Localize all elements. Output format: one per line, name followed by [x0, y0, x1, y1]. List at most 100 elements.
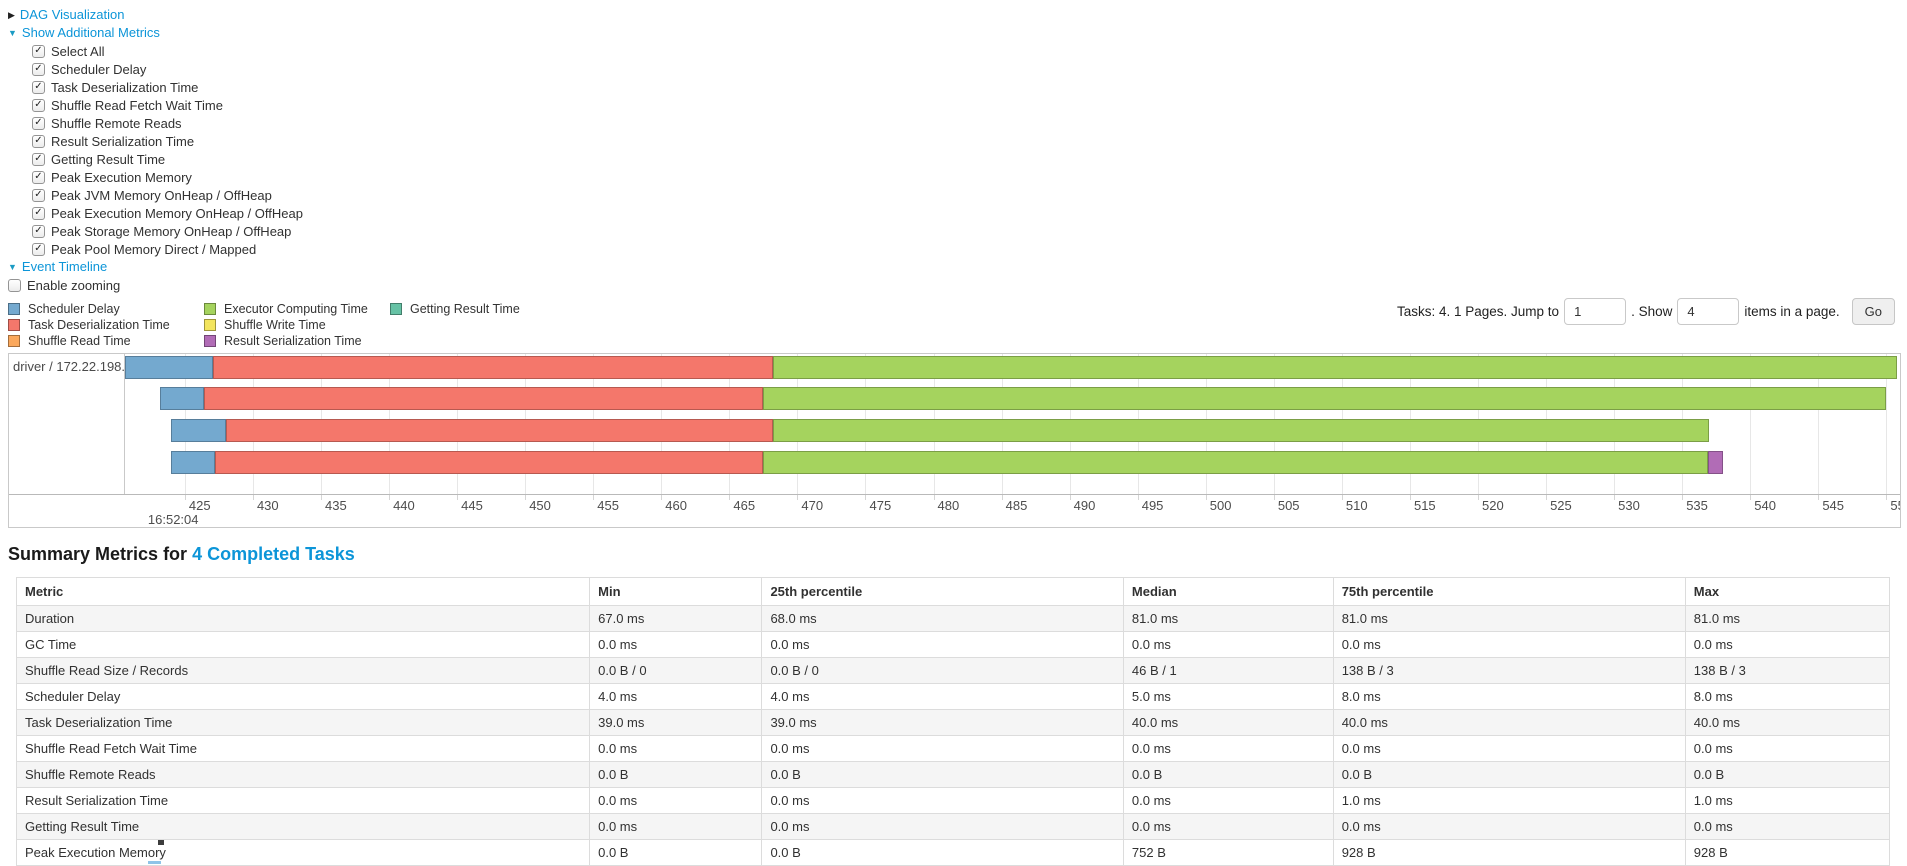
metric-checkbox-item: Shuffle Remote Reads [32, 114, 1907, 132]
metric-checkbox[interactable] [32, 242, 45, 256]
metric-name-cell: Task Deserialization Time [15, 709, 591, 736]
summary-table-header: Metric Min 25th percentile Median 75th perce… [15, 577, 1891, 606]
legend-label: Result Serialization Time [224, 333, 362, 348]
metric-value-cell: 8.0 ms [1332, 683, 1686, 710]
task-bar-segment-task_deserialization[interactable] [214, 451, 764, 474]
axis-start-time-label: 16:52:04 [147, 512, 199, 527]
legend-item-task_deserialization: Task Deserialization Time [8, 317, 204, 332]
metric-checkbox-item: Peak JVM Memory OnHeap / OffHeap [32, 186, 1907, 204]
metric-name-cell: Getting Result Time [15, 813, 591, 840]
go-button[interactable]: Go [1851, 298, 1895, 325]
expanded-arrow-icon: ▼ [8, 262, 17, 272]
show-additional-metrics-toggle[interactable]: ▼ Show Additional Metrics [8, 24, 1907, 42]
metric-checkbox[interactable] [32, 62, 45, 76]
table-row: Result Serialization Time 0.0 ms 0.0 ms 0.0… [15, 787, 1891, 814]
task-bar-segment-scheduler_delay[interactable] [171, 451, 215, 474]
task-bar-segment-executor_computing[interactable] [763, 451, 1709, 474]
metric-value-cell: 81.0 ms [1684, 605, 1891, 632]
dag-visualization-toggle[interactable]: ▶ DAG Visualization [8, 6, 1907, 24]
axis-tick [797, 495, 799, 500]
task-bar-segment-scheduler_delay[interactable] [171, 419, 226, 442]
axis-tick-label: 535 [1686, 498, 1708, 513]
metric-checkbox[interactable] [32, 152, 45, 166]
legend-item-executor_computing: Executor Computing Time [204, 301, 390, 316]
getting_result-swatch-icon [390, 302, 402, 315]
task-bar-segment-task_deserialization[interactable] [225, 419, 773, 442]
show-additional-metrics-label: Show Additional Metrics [21, 25, 160, 40]
axis-tick [321, 495, 322, 500]
legend-item-getting_result: Getting Result Time [390, 301, 608, 316]
task-bar-segment-task_deserialization[interactable] [203, 387, 764, 410]
show-text: . Show [1631, 304, 1673, 319]
task-bar-segment-result_serialization[interactable] [1708, 451, 1724, 474]
legend-label: Getting Result Time [410, 301, 520, 316]
metric-checkbox[interactable] [32, 134, 45, 148]
metric-value-cell: 0.0 ms [1122, 631, 1334, 658]
enable-zooming-checkbox[interactable] [8, 278, 21, 292]
table-row: Shuffle Remote Reads 0.0 B 0.0 B 0.0 B 0.0 B… [15, 761, 1891, 788]
task-bar-segment-executor_computing[interactable] [772, 356, 1898, 379]
axis-tick-label: 490 [1073, 498, 1096, 513]
summary-column-header: Min [589, 577, 763, 606]
metric-value-cell: 0.0 ms [589, 787, 763, 814]
axis-tick-label: 450 [529, 498, 551, 513]
legend-label: Scheduler Delay [28, 301, 120, 316]
enable-zooming-label: Enable zooming [27, 277, 121, 293]
page-size-input[interactable] [1677, 298, 1740, 325]
metric-checkbox[interactable] [32, 116, 45, 130]
axis-tick-label: 480 [937, 498, 960, 513]
metric-value-cell: 0.0 ms [589, 735, 763, 762]
table-row: Duration 67.0 ms 68.0 ms 81.0 ms 81.0 ms 81.0… [15, 605, 1891, 632]
axis-tick-label: 425 [188, 498, 211, 513]
axis-tick-label: 445 [461, 498, 483, 513]
metric-name-cell: GC Time [15, 631, 591, 658]
summary-column-header: Metric [15, 577, 591, 606]
metric-checkbox[interactable] [32, 80, 45, 94]
axis-tick [1341, 495, 1343, 500]
metric-value-cell: 81.0 ms [1122, 605, 1334, 632]
metric-checkbox[interactable] [32, 188, 45, 202]
table-row: Scheduler Delay 4.0 ms 4.0 ms 5.0 ms 8.0 ms 8… [15, 683, 1891, 710]
axis-tick [252, 495, 254, 500]
metric-checkbox-label: Shuffle Read Fetch Wait Time [51, 97, 223, 113]
table-row: Shuffle Read Size / Records 0.0 B / 0 0.0 … [15, 657, 1891, 684]
metric-name-cell: Shuffle Read Fetch Wait Time [15, 735, 591, 762]
shuffle_read-swatch-icon [8, 334, 20, 347]
event-timeline-toggle[interactable]: ▼ Event Timeline [8, 258, 1907, 276]
table-row: Peak Execution Memory 0.0 B 0.0 B 752 B 928 … [15, 839, 1891, 866]
metric-checkbox-label: Getting Result Time [51, 151, 166, 167]
metric-checkbox[interactable] [32, 206, 45, 220]
metric-checkbox-item: Task Deserialization Time [32, 78, 1907, 96]
task-bar-segment-executor_computing[interactable] [763, 387, 1887, 410]
task-bar-segment-scheduler_delay[interactable] [125, 356, 214, 379]
task_deserialization-swatch-icon [8, 318, 20, 331]
metric-value-cell: 0.0 ms [1684, 631, 1891, 658]
task-bar-segment-executor_computing[interactable] [772, 419, 1710, 442]
metric-checkbox[interactable] [32, 224, 45, 238]
axis-tick-label: 495 [1141, 498, 1164, 513]
metric-value-cell: 81.0 ms [1332, 605, 1686, 632]
executor-group-label: driver / 172.22.198.104 [13, 359, 124, 374]
axis-tick [457, 495, 459, 500]
metric-value-cell: 46 B / 1 [1122, 657, 1334, 684]
metric-value-cell: 4.0 ms [589, 683, 763, 710]
metric-checkbox[interactable] [32, 170, 45, 184]
metric-checkbox-label: Select All [51, 43, 105, 59]
clipped-content-fragment [148, 861, 161, 864]
axis-tick [1478, 495, 1480, 500]
jump-to-page-input[interactable] [1564, 298, 1627, 325]
summary-column-header: Max [1684, 577, 1891, 606]
enable-zooming-row: Enable zooming [8, 276, 1907, 294]
task-bar-segment-scheduler_delay[interactable] [160, 387, 204, 410]
metric-value-cell: 40.0 ms [1122, 709, 1334, 736]
metric-name-cell: Result Serialization Time [15, 787, 591, 814]
metric-checkbox-label: Task Deserialization Time [51, 79, 199, 95]
metric-value-cell: 39.0 ms [761, 709, 1124, 736]
metric-value-cell: 138 B / 3 [1684, 657, 1891, 684]
task-bar-segment-task_deserialization[interactable] [213, 356, 773, 379]
metric-checkbox[interactable] [32, 44, 45, 58]
metric-checkbox[interactable] [32, 98, 45, 112]
axis-tick [1409, 495, 1411, 500]
completed-tasks-link[interactable]: 4 Completed Tasks [192, 544, 355, 564]
metric-value-cell: 5.0 ms [1122, 683, 1334, 710]
